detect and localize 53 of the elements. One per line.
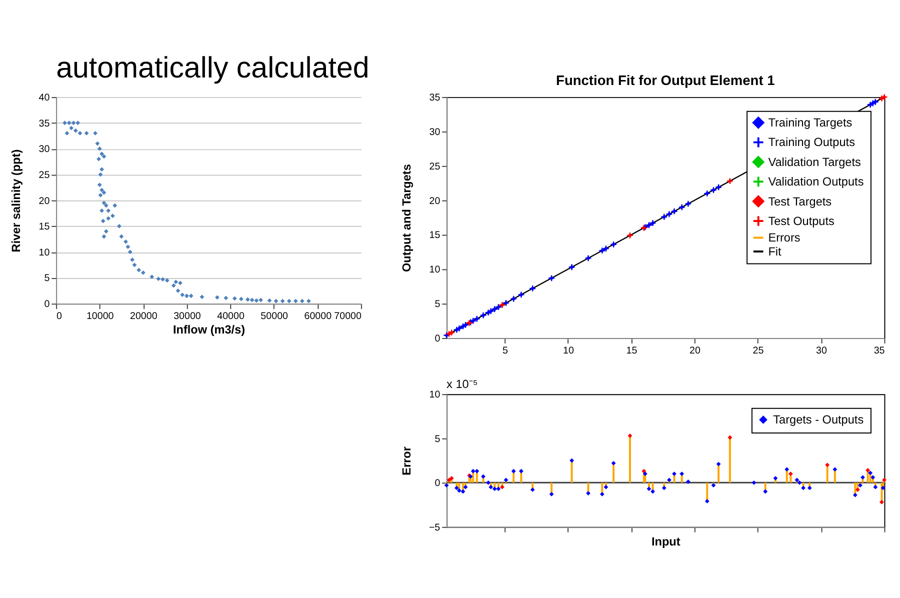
y-tick-label: 40: [38, 92, 50, 104]
x-tick-label: 50000: [260, 310, 289, 322]
chart-title: Function Fit for Output Element 1: [556, 72, 776, 88]
y-tick-label: 15: [429, 230, 441, 242]
legend-label: Test Targets: [768, 194, 832, 208]
y-axis-title: Error: [400, 446, 414, 476]
y-tick-label: 0: [434, 478, 441, 490]
legend-label: Training Outputs: [768, 135, 856, 150]
y-tick-label: 10: [429, 390, 441, 401]
y-tick-label: 0: [44, 299, 50, 310]
x-tick-label: 10: [563, 345, 574, 356]
legend-label: Errors: [768, 230, 800, 245]
x-tick-label: 0: [56, 310, 63, 322]
x-axis-title: Inflow (m3/s): [172, 322, 246, 337]
legend-label: Test Outputs: [768, 214, 835, 228]
x-tick-label: 35: [874, 345, 886, 356]
text: automatically calculated: [56, 51, 370, 84]
x-tick-label: 15: [626, 345, 638, 356]
x-tick-label: 10000: [86, 310, 114, 322]
legend-label: Validation Outputs: [768, 174, 864, 189]
y-tick-label: −5: [428, 522, 441, 534]
y-tick-label: 5: [434, 434, 441, 445]
y-tick-label: 30: [429, 126, 441, 138]
y-tick-label: 5: [434, 299, 441, 310]
x-tick-label: 30000: [174, 310, 202, 322]
x-tick-label: 70000: [334, 310, 362, 322]
y-axis-title: River salinity (ppt): [9, 149, 24, 252]
y-tick-label: 35: [38, 118, 50, 130]
x-tick-label: 30: [816, 345, 828, 356]
legend-label: Validation Targets: [768, 154, 861, 169]
y-tick-label: 0: [434, 333, 441, 344]
y-tick-label: 20: [429, 196, 441, 207]
y-tick-label: 30: [38, 144, 50, 156]
y-axis-title: Output and Targets: [400, 164, 414, 272]
x-tick-label: 5: [502, 345, 509, 356]
x-tick-label: 25: [752, 345, 764, 356]
x-tick-label: 40000: [217, 310, 245, 322]
y-tick-label: 15: [38, 222, 50, 233]
legend-label: Fit: [768, 244, 782, 258]
y-tick-label: 20: [38, 196, 50, 207]
y-tick-label: 25: [429, 161, 441, 172]
legend-label: Training Targets: [768, 116, 852, 130]
text: x 10⁻⁵: [446, 377, 478, 392]
y-tick-label: 10: [429, 264, 441, 276]
x-tick-label: 60000: [304, 310, 332, 322]
x-tick-label: 20000: [130, 310, 158, 322]
y-tick-label: 25: [38, 170, 50, 181]
y-tick-label: 35: [429, 92, 441, 104]
legend-label: Targets - Outputs: [773, 412, 864, 427]
x-tick-label: 20: [690, 345, 701, 356]
y-tick-label: 10: [38, 247, 50, 258]
y-tick-label: 5: [44, 273, 50, 284]
x-axis-title: Input: [651, 534, 680, 549]
